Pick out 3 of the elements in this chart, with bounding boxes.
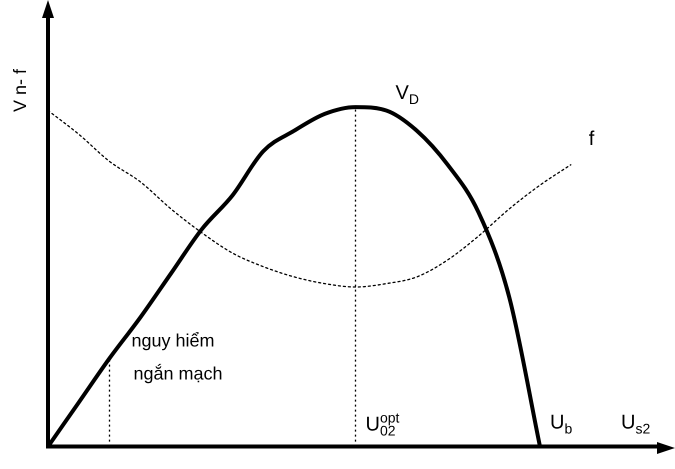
annotation: nguy hiểm ngắn mạch xyxy=(132,330,223,384)
y-axis-title: V n- f xyxy=(10,68,30,112)
series-label: f xyxy=(588,128,595,150)
